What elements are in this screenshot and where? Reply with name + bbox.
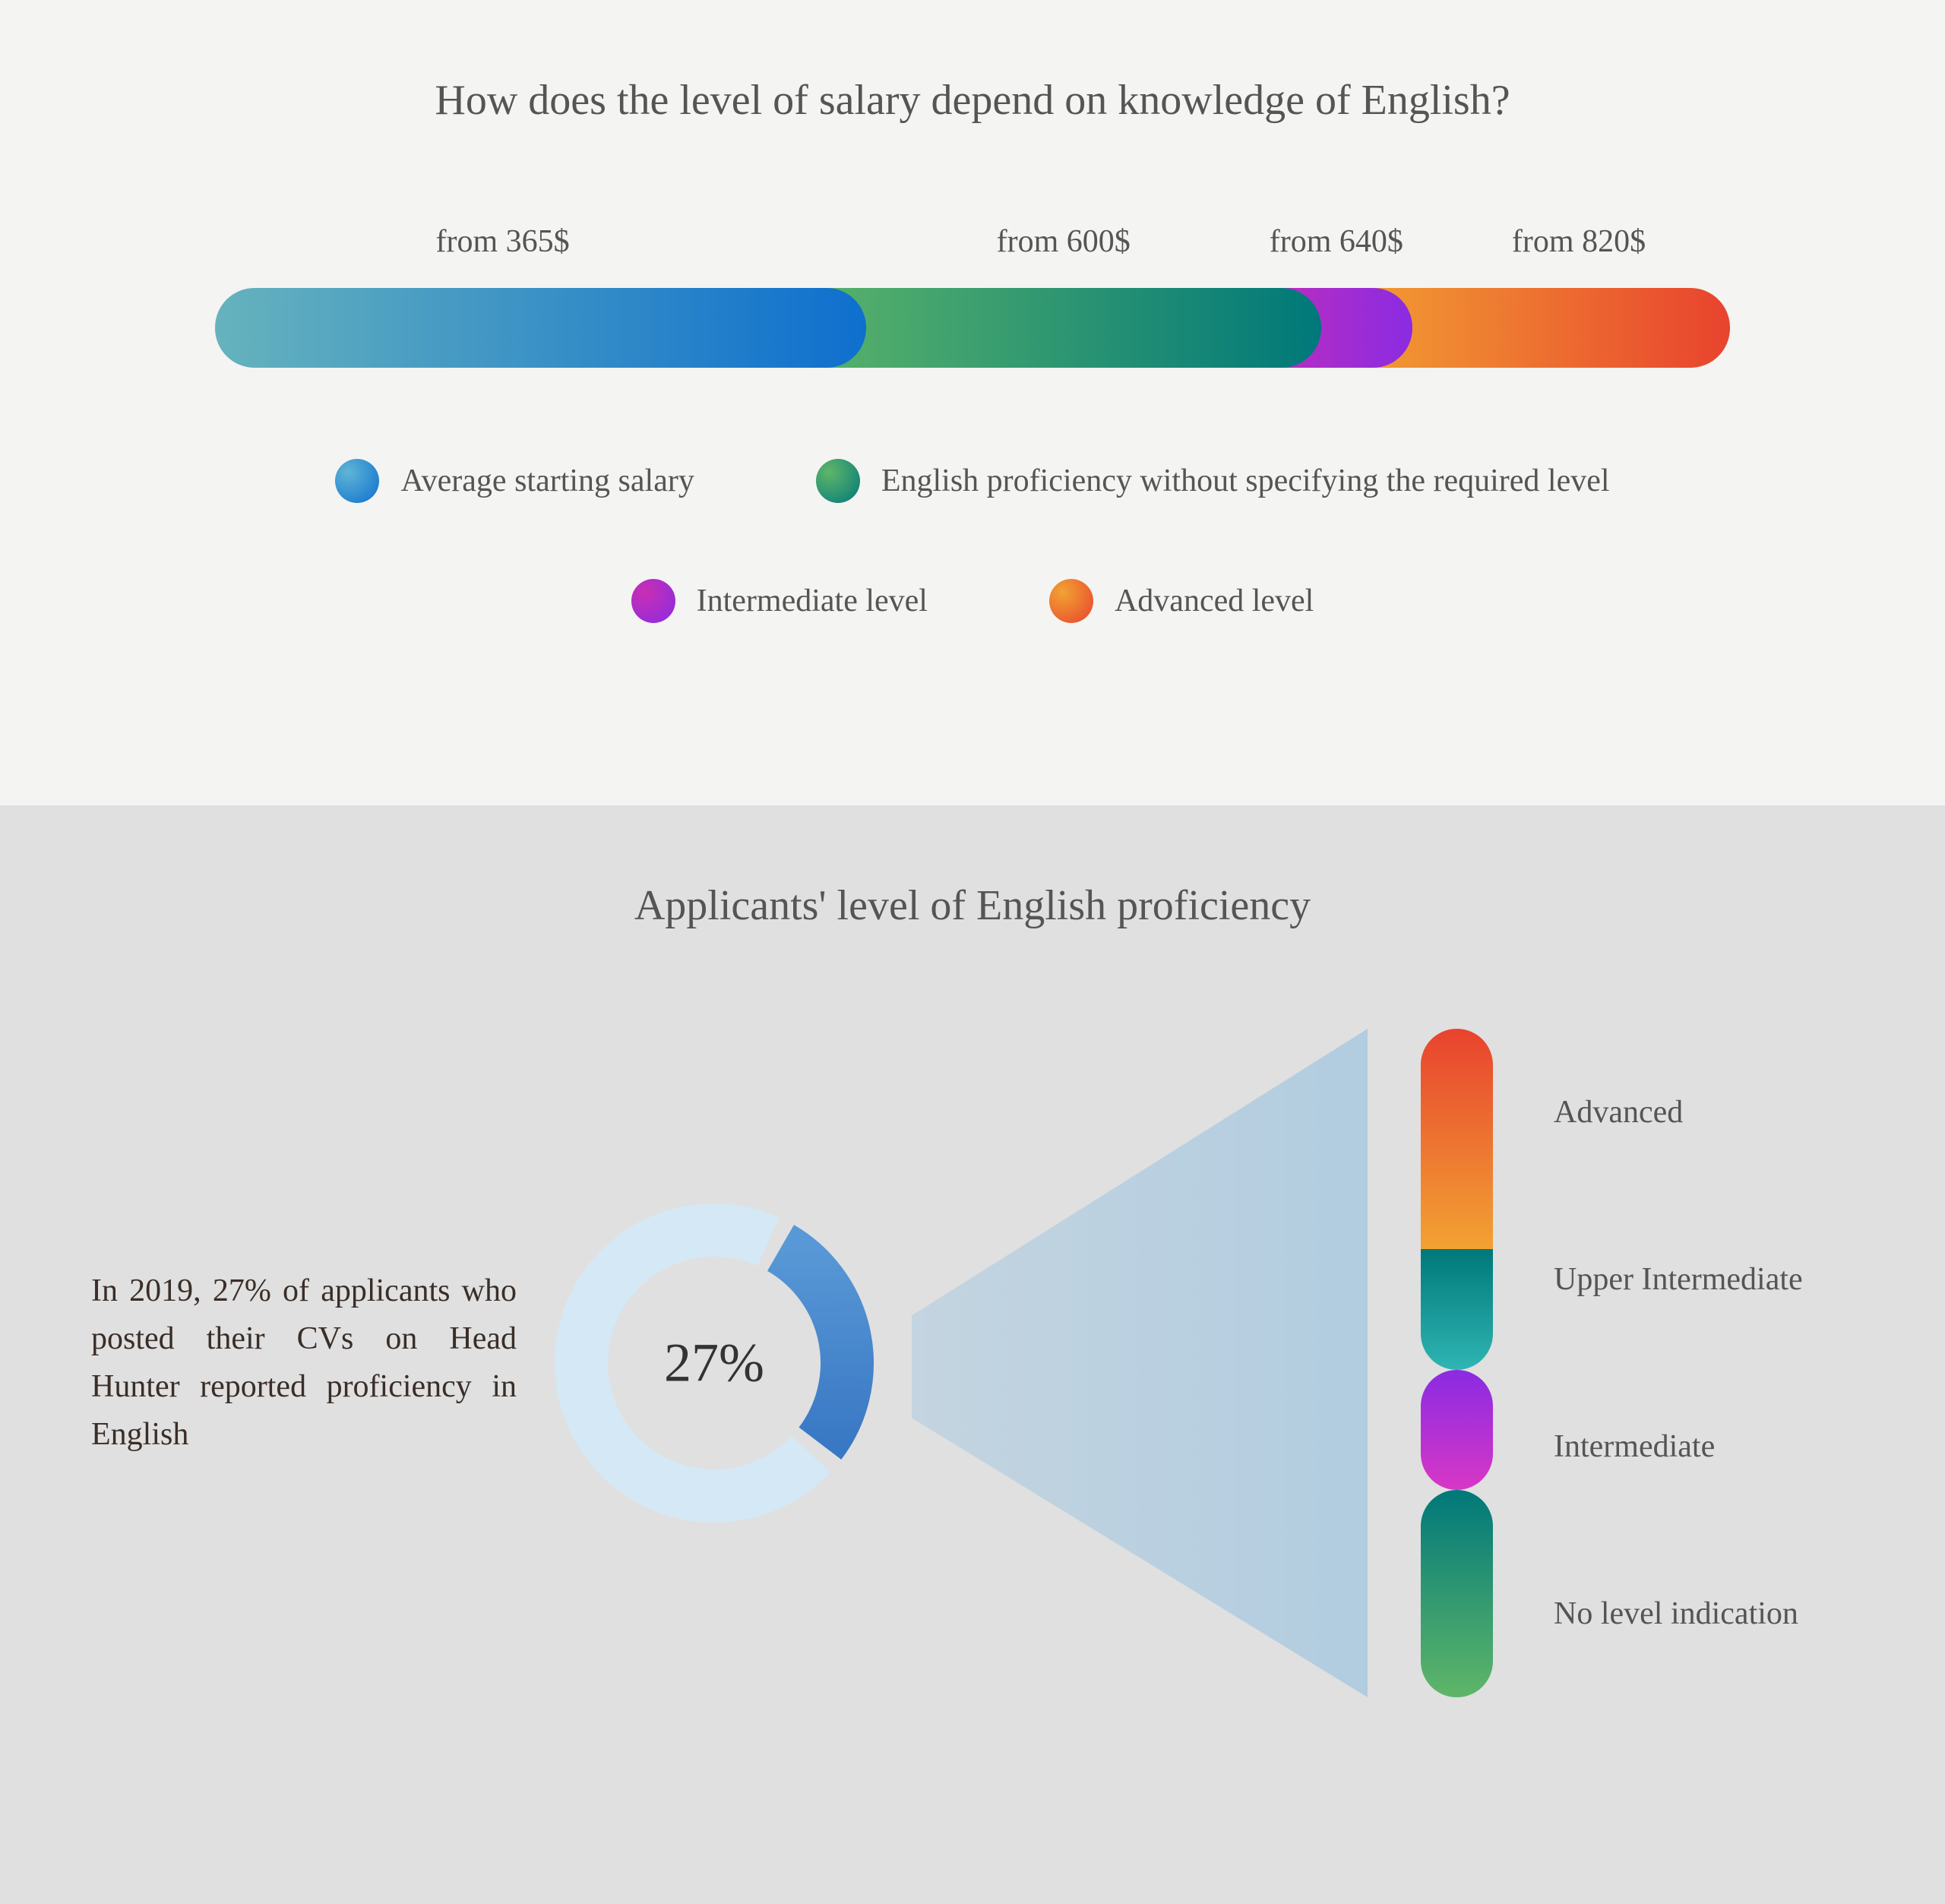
legend-row: Average starting salary English proficien… bbox=[152, 459, 1793, 503]
section-salary: How does the level of salary depend on k… bbox=[0, 0, 1945, 805]
cone-polygon bbox=[912, 1029, 1368, 1697]
legend-dot-icon bbox=[1049, 579, 1093, 623]
cone-connector bbox=[912, 1029, 1368, 1697]
level-label: Upper Intermediate bbox=[1554, 1261, 1803, 1298]
legend-label: Average starting salary bbox=[400, 463, 694, 499]
salary-label: from 600$ bbox=[997, 223, 1131, 260]
level-segment bbox=[1421, 1029, 1493, 1249]
cone-svg bbox=[912, 1029, 1368, 1697]
donut-percent-label: 27% bbox=[664, 1332, 764, 1395]
salary-label: from 640$ bbox=[1270, 223, 1403, 260]
levels-bar bbox=[1421, 1029, 1493, 1697]
level-labels: Advanced Upper Intermediate Intermediate No… bbox=[1554, 1029, 1803, 1697]
legend-item: Advanced level bbox=[1049, 579, 1314, 623]
proficiency-description: In 2019, 27% of applicants who posted th… bbox=[91, 1267, 517, 1459]
donut-fg-arc bbox=[781, 1248, 848, 1443]
salary-bar-segment bbox=[215, 288, 867, 368]
title-proficiency: Applicants' level of English proficiency bbox=[91, 881, 1854, 930]
level-segment bbox=[1421, 1249, 1493, 1369]
salary-label: from 365$ bbox=[435, 223, 569, 260]
salary-bar-container: from 365$ from 600$ from 640$ from 820$ bbox=[122, 223, 1823, 368]
level-segment bbox=[1421, 1370, 1493, 1490]
salary-label: from 820$ bbox=[1512, 223, 1646, 260]
legend: Average starting salary English proficien… bbox=[91, 459, 1854, 653]
proficiency-content: In 2019, 27% of applicants who posted th… bbox=[91, 1029, 1854, 1697]
legend-item: Average starting salary bbox=[335, 459, 694, 503]
level-label: No level indication bbox=[1554, 1596, 1803, 1632]
level-label: Advanced bbox=[1554, 1094, 1803, 1131]
legend-item: English proficiency without specifying t… bbox=[816, 459, 1610, 503]
section-proficiency: Applicants' level of English proficiency… bbox=[0, 805, 1945, 1904]
legend-dot-icon bbox=[631, 579, 675, 623]
donut-chart: 27% bbox=[547, 1196, 881, 1530]
salary-bar bbox=[215, 288, 1731, 368]
title-salary: How does the level of salary depend on k… bbox=[91, 76, 1854, 125]
legend-item: Intermediate level bbox=[631, 579, 928, 623]
legend-row: Intermediate level Advanced level bbox=[152, 579, 1793, 623]
salary-labels-row: from 365$ from 600$ from 640$ from 820$ bbox=[215, 223, 1731, 269]
legend-dot-icon bbox=[335, 459, 379, 503]
legend-label: Intermediate level bbox=[697, 583, 928, 619]
legend-dot-icon bbox=[816, 459, 860, 503]
legend-label: Advanced level bbox=[1115, 583, 1314, 619]
level-label: Intermediate bbox=[1554, 1428, 1803, 1465]
legend-label: English proficiency without specifying t… bbox=[881, 463, 1610, 499]
level-segment bbox=[1421, 1490, 1493, 1697]
